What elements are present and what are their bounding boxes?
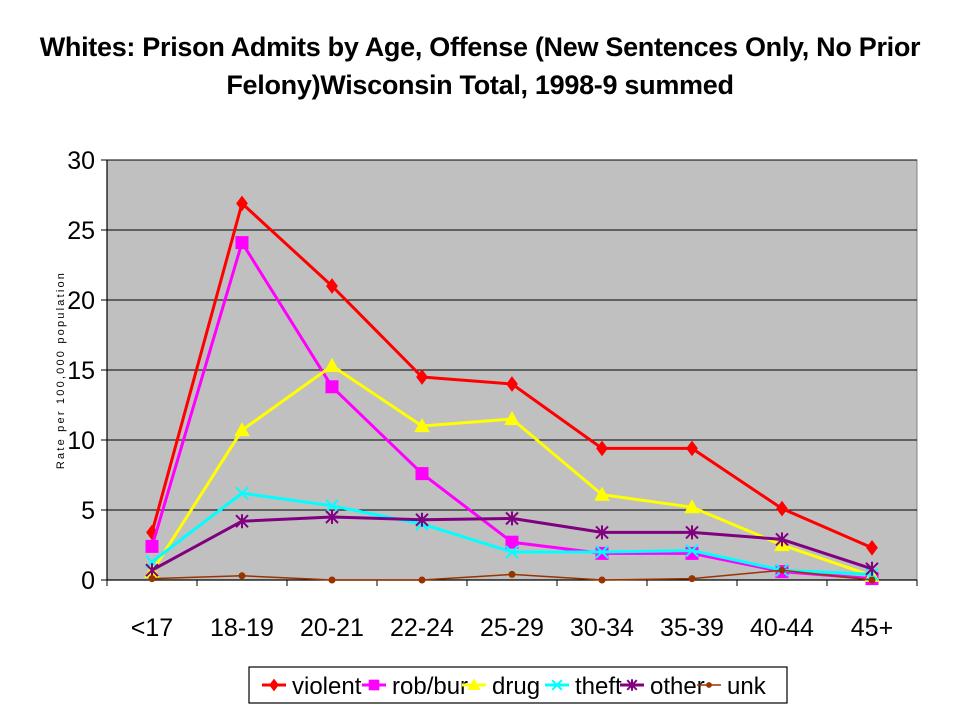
legend-marker: [467, 678, 481, 690]
data-point: [594, 486, 610, 501]
data-point: [415, 467, 429, 481]
data-point: [325, 510, 339, 524]
x-tick-label: 30-34: [570, 614, 634, 642]
legend-label: rob/bur: [392, 673, 468, 700]
data-point: [145, 563, 159, 578]
y-tick-label: 15: [67, 357, 95, 385]
legend-item-rob-bur: rob/bur: [362, 673, 468, 700]
data-point: [506, 376, 518, 392]
x-tick-label: 25-29: [480, 614, 544, 642]
data-point: [505, 535, 519, 549]
legend-marker: [551, 679, 563, 691]
y-tick-labels: 0 5 10 15 20 25 30: [67, 147, 95, 595]
data-point: [415, 512, 429, 527]
axes: [101, 159, 918, 586]
legend-marker: [269, 678, 279, 692]
series-other: [145, 510, 879, 578]
legend-label: drug: [492, 673, 540, 700]
data-point: [504, 410, 520, 426]
data-point: [328, 576, 336, 584]
data-point: [595, 545, 609, 559]
data-point: [686, 440, 698, 457]
legend-item-violent: violent: [262, 673, 362, 700]
data-point: [595, 525, 609, 540]
data-point: [418, 576, 426, 584]
x-tick-label: 35-39: [660, 614, 724, 642]
legend-item-theft: theft: [545, 673, 622, 700]
data-point: [685, 525, 699, 540]
legend-label: unk: [727, 673, 767, 700]
data-point: [775, 532, 789, 547]
x-tick-label: 20-21: [300, 614, 364, 642]
y-tick-label: 20: [67, 287, 95, 315]
data-point: [414, 417, 430, 433]
x-tick-label: <17: [131, 614, 173, 642]
data-point: [685, 543, 699, 558]
y-axis-label: Rate per 100,000 population: [55, 271, 67, 469]
data-point: [866, 539, 878, 556]
y-tick-label: 0: [81, 567, 95, 595]
data-point: [234, 422, 250, 437]
legend-item-other: other: [620, 673, 705, 700]
data-point: [235, 486, 249, 500]
data-point: [326, 278, 338, 294]
data-point: [235, 514, 249, 529]
data-point: [236, 195, 248, 212]
legend-item-unk: unk: [697, 673, 767, 700]
series-theft: [145, 486, 879, 582]
data-point: [145, 539, 159, 553]
y-tick-label: 25: [67, 217, 95, 245]
legend-item-drug: drug: [462, 673, 540, 700]
data-point: [776, 500, 788, 517]
data-point: [416, 369, 428, 385]
data-point: [148, 575, 156, 583]
legend-marker: [706, 682, 712, 688]
legend-marker: [626, 679, 638, 691]
data-point: [684, 499, 700, 514]
series-drug: [144, 357, 880, 582]
data-point: [325, 380, 339, 394]
chart-title-line-1: Whites: Prison Admits by Age, Offense (N…: [39, 32, 921, 62]
y-tick-label: 30: [67, 147, 95, 175]
x-tick-label: 45+: [851, 614, 893, 642]
data-point: [688, 575, 696, 583]
data-point: [596, 440, 608, 457]
x-tick-label: 22-24: [390, 614, 454, 642]
series-group: [144, 195, 880, 586]
legend-label: violent: [292, 673, 362, 700]
data-point: [598, 576, 606, 584]
x-tick-label: 40-44: [750, 614, 814, 642]
x-tick-labels: <17 18-19 20-21 22-24 25-29 30-34 35-39 40-44 45…: [131, 614, 893, 642]
series-unk: [148, 566, 876, 584]
chart-title-line-2: Felony)Wisconsin Total, 1998-9 summed: [226, 70, 734, 100]
data-point: [865, 561, 879, 576]
data-point: [868, 576, 876, 584]
legend: violent rob/bur drug theft other unk: [248, 666, 788, 704]
data-point: [508, 570, 516, 578]
data-point: [325, 499, 339, 513]
legend-label: other: [650, 673, 705, 700]
data-point: [235, 236, 249, 250]
y-tick-label: 10: [67, 427, 95, 455]
legend-marker: [368, 679, 380, 691]
legend-label: theft: [575, 673, 622, 700]
x-tick-label: 18-19: [210, 614, 274, 642]
data-point: [324, 357, 340, 372]
data-point: [505, 545, 519, 559]
data-point: [505, 511, 519, 526]
chart-title: Whites: Prison Admits by Age, Offense (N…: [0, 28, 960, 104]
data-point: [238, 572, 246, 580]
data-point: [778, 566, 786, 574]
y-tick-label: 5: [81, 497, 95, 525]
